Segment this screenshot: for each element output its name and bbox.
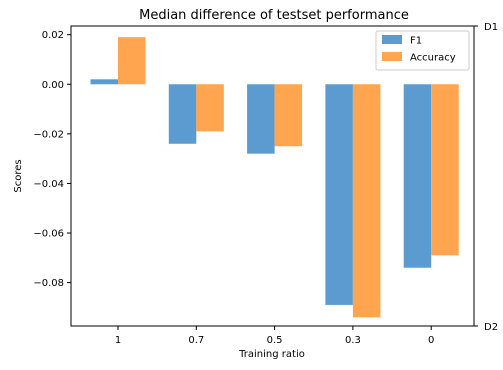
x-tick-label: 0: [428, 335, 434, 346]
y-tick-label: −0.04: [33, 179, 64, 190]
bars: [90, 37, 459, 318]
x-tick-label: 0.7: [188, 335, 204, 346]
bar-f1-0: [403, 84, 432, 268]
secondary-axis-bottom-label: D2: [484, 322, 498, 333]
bar-f1-0.5: [247, 84, 275, 154]
legend-swatch-f1: [382, 35, 402, 44]
bar-f1-0.7: [168, 84, 197, 144]
bar-accuracy-0.5: [274, 84, 303, 147]
y-tick-label: 0.02: [42, 30, 64, 41]
chart-title: Median difference of testset performance: [139, 8, 409, 23]
secondary-axis-top-label: D1: [484, 22, 498, 33]
y-axis-label: Scores: [13, 159, 24, 192]
bar-accuracy-1: [118, 37, 146, 85]
legend-label-accuracy: Accuracy: [410, 53, 456, 64]
legend-swatch-accuracy: [382, 52, 402, 61]
y-tick-label: −0.06: [33, 229, 64, 240]
bar-accuracy-0.7: [196, 84, 224, 132]
legend-label-f1: F1: [410, 36, 422, 47]
bar-accuracy-0.3: [352, 84, 381, 318]
y-tick-label: −0.08: [33, 278, 64, 289]
x-tick-label: 0.5: [267, 335, 283, 346]
plot-frame: [70, 25, 475, 327]
y-axis-ticks: 0.02 0.00 −0.02 −0.04 −0.06 −0.08: [33, 25, 478, 327]
bar-f1-0.3: [325, 84, 353, 305]
x-tick-label: 0.3: [345, 335, 361, 346]
x-tick-label: 1: [115, 335, 121, 346]
y-tick-label: 0.00: [42, 80, 64, 91]
y-tick-label: −0.02: [33, 129, 64, 140]
bar-accuracy-0: [431, 84, 459, 256]
x-axis-label: Training ratio: [238, 349, 305, 360]
bar-f1-1: [90, 79, 118, 85]
legend: F1 Accuracy: [375, 30, 470, 71]
x-axis-ticks: 1 0.7 0.5 0.3 0: [115, 326, 434, 346]
